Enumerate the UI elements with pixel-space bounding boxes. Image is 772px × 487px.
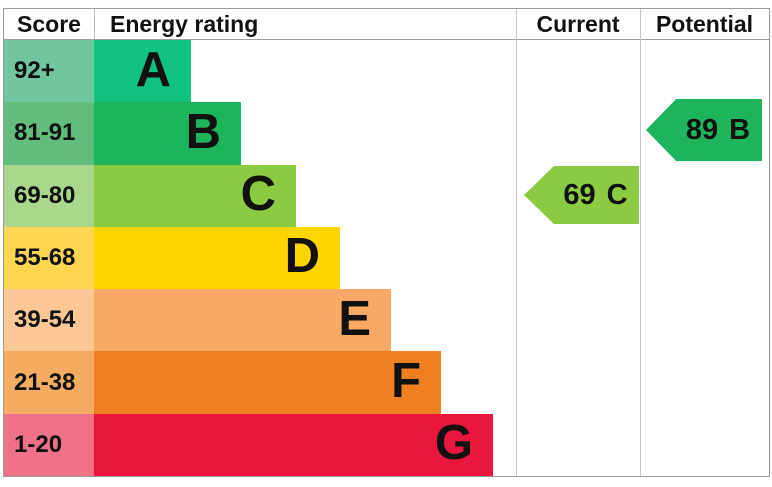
band-letter: E bbox=[338, 291, 371, 346]
current-rating-letter: C bbox=[606, 178, 628, 211]
band-row: 1-20 G bbox=[4, 413, 769, 476]
band-bar: G bbox=[94, 413, 493, 476]
band-score-range: 69-80 bbox=[4, 164, 94, 227]
band-score-range: 1-20 bbox=[4, 413, 94, 476]
band-row: 69-80 C bbox=[4, 164, 769, 227]
header-score: Score bbox=[17, 10, 81, 37]
band-letter: A bbox=[135, 42, 171, 97]
current-score-value: 69 bbox=[563, 178, 596, 211]
band-row: 55-68 D bbox=[4, 226, 769, 290]
band-bar: B bbox=[94, 102, 241, 165]
band-score-range-label: 92+ bbox=[14, 57, 55, 85]
band-score-range-label: 55-68 bbox=[14, 243, 76, 271]
band-letter: G bbox=[434, 416, 473, 471]
potential-rating-letter: B bbox=[729, 113, 751, 146]
band-rows: 92+ A 81-91 B 69-80 C 55-68 D 39-54 bbox=[4, 40, 769, 476]
band-letter: C bbox=[240, 167, 276, 222]
band-row: 39-54 E bbox=[4, 289, 769, 352]
band-bar: C bbox=[94, 164, 296, 227]
band-bar: E bbox=[94, 289, 391, 352]
band-score-range-label: 39-54 bbox=[14, 306, 76, 334]
header-potential: Potential bbox=[655, 10, 754, 37]
band-letter: F bbox=[391, 354, 421, 409]
band-row: 81-91 B bbox=[4, 102, 769, 165]
band-bar: A bbox=[94, 40, 191, 103]
band-letter: B bbox=[185, 104, 221, 159]
band-score-range: 81-91 bbox=[4, 102, 94, 165]
table-header: Score Energy rating Current Potential bbox=[4, 9, 769, 40]
band-row: 21-38 F bbox=[4, 351, 769, 414]
band-score-range: 55-68 bbox=[4, 226, 94, 290]
band-bar: D bbox=[94, 226, 340, 290]
band-score-range-label: 69-80 bbox=[14, 181, 76, 209]
band-row: 92+ A bbox=[4, 40, 769, 103]
band-score-range: 21-38 bbox=[4, 351, 94, 414]
column-divider-current bbox=[516, 9, 517, 476]
epc-table: Score Energy rating Current Potential 92… bbox=[3, 8, 770, 477]
score-column-divider bbox=[94, 9, 95, 39]
potential-score-value: 89 bbox=[685, 113, 719, 146]
band-score-range-label: 81-91 bbox=[14, 119, 76, 147]
band-score-range-label: 1-20 bbox=[14, 430, 63, 458]
band-score-range-label: 21-38 bbox=[14, 368, 76, 396]
band-score-range: 39-54 bbox=[4, 289, 94, 352]
column-divider-potential bbox=[640, 9, 641, 476]
header-current: Current bbox=[536, 10, 620, 37]
band-letter: D bbox=[284, 229, 320, 284]
band-score-range: 92+ bbox=[4, 40, 94, 103]
header-energy-rating: Energy rating bbox=[110, 10, 259, 37]
band-bar: F bbox=[94, 351, 441, 414]
